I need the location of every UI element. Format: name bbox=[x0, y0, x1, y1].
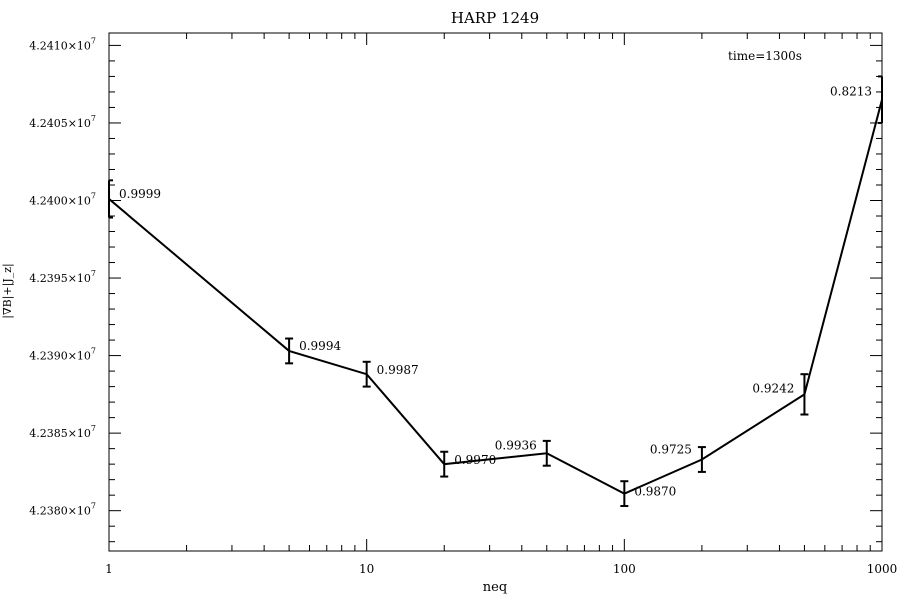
data-label: 0.9725 bbox=[650, 442, 692, 456]
y-tick-label: 4.2380×107 bbox=[29, 502, 96, 518]
data-label: 0.9870 bbox=[634, 485, 676, 499]
error-bar bbox=[542, 439, 551, 467]
x-tick-label: 10 bbox=[359, 562, 374, 576]
error-bar bbox=[285, 337, 294, 365]
error-bar bbox=[878, 75, 883, 124]
data-label: 0.9936 bbox=[495, 438, 537, 452]
error-bar bbox=[620, 480, 629, 508]
y-tick-label: 4.2410×107 bbox=[29, 36, 96, 52]
error-bar bbox=[800, 373, 809, 416]
axis-ticks bbox=[108, 33, 882, 551]
data-label: 0.9994 bbox=[299, 339, 341, 353]
y-tick-exponent: 7 bbox=[91, 269, 96, 278]
error-bar bbox=[362, 360, 371, 388]
y-tick-exponent: 7 bbox=[91, 424, 96, 433]
x-axis-label: neq bbox=[483, 580, 507, 595]
y-tick-mantissa: 4.2385×10 bbox=[29, 427, 91, 440]
y-tick-exponent: 7 bbox=[91, 347, 96, 356]
y-tick-label: 4.2385×107 bbox=[29, 424, 96, 440]
error-bar bbox=[108, 179, 113, 219]
tick-labels: 1 10 100 10004.2380×1074.2385×1074.2390×107… bbox=[29, 36, 897, 576]
data-label: 0.9987 bbox=[377, 363, 419, 377]
data-label: 0.9970 bbox=[454, 453, 496, 467]
y-tick-exponent: 7 bbox=[91, 502, 96, 511]
data-label: 0.9999 bbox=[119, 187, 161, 201]
y-tick-mantissa: 4.2390×10 bbox=[29, 350, 91, 363]
y-tick-exponent: 7 bbox=[91, 191, 96, 200]
y-tick-exponent: 7 bbox=[91, 36, 96, 45]
data-label: 0.8213 bbox=[830, 85, 872, 99]
x-tick-label: 1000 bbox=[867, 562, 898, 576]
x-tick-label: 1 bbox=[105, 562, 113, 576]
data-label: 0.9242 bbox=[752, 381, 794, 395]
plot-frame bbox=[108, 32, 883, 552]
series-line-group bbox=[108, 99, 883, 495]
y-tick-exponent: 7 bbox=[91, 114, 96, 123]
time-annotation: time=1300s bbox=[728, 49, 802, 63]
error-bar bbox=[440, 450, 449, 478]
y-tick-mantissa: 4.2395×10 bbox=[29, 272, 91, 285]
error-bars bbox=[108, 75, 883, 508]
y-tick-mantissa: 4.2410×10 bbox=[29, 39, 91, 52]
y-tick-mantissa: 4.2380×10 bbox=[29, 505, 91, 518]
error-bar bbox=[697, 446, 706, 473]
y-tick-label: 4.2390×107 bbox=[29, 347, 96, 363]
y-tick-label: 4.2405×107 bbox=[29, 114, 96, 130]
y-tick-label: 4.2395×107 bbox=[29, 269, 96, 285]
y-tick-mantissa: 4.2400×10 bbox=[29, 194, 91, 207]
y-tick-mantissa: 4.2405×10 bbox=[29, 117, 91, 130]
series-line bbox=[108, 99, 883, 495]
chart-title: HARP 1249 bbox=[451, 9, 539, 27]
y-tick-label: 4.2400×107 bbox=[29, 191, 96, 207]
y-axis-label: |∇B|+|J_z| bbox=[1, 263, 15, 319]
x-tick-label: 100 bbox=[613, 562, 636, 576]
